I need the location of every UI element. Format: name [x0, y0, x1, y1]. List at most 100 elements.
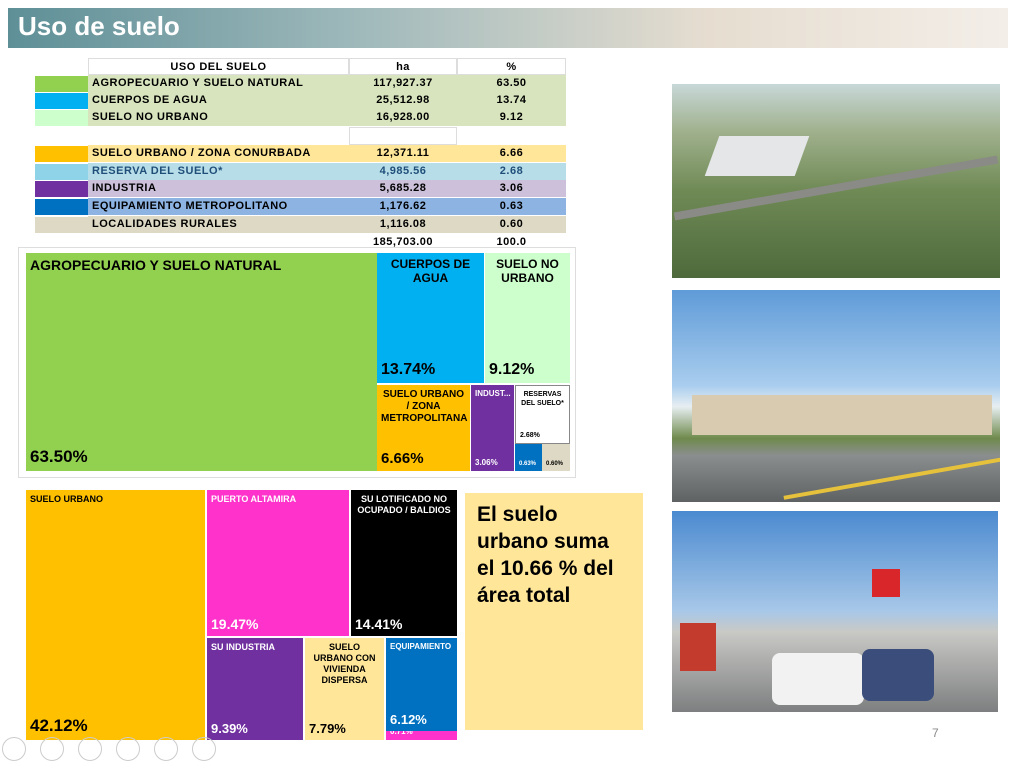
color-swatch — [35, 76, 88, 92]
row-value: 13.74 — [457, 92, 566, 110]
photo-detail — [862, 649, 934, 701]
cell-value: 0.63% — [519, 461, 537, 467]
row-value: 9.12 — [457, 109, 566, 127]
cell-value: 13.74% — [381, 361, 436, 378]
table-header: USO DEL SUELO — [88, 58, 349, 75]
photo-detail — [692, 395, 992, 435]
photo-detail — [704, 136, 810, 176]
treemap-cell: SUELO NO URBANO 9.12% — [485, 253, 570, 383]
row-value: 2.68 — [457, 163, 566, 181]
row-value: 1,176.62 — [349, 198, 457, 216]
color-swatch — [35, 164, 88, 180]
photo-avenue — [672, 511, 998, 712]
slide-title: Uso de suelo — [18, 11, 180, 41]
photo-detail — [680, 623, 716, 671]
treemap-cell: EQUIPAMIENTO 6.12% — [386, 638, 457, 731]
row-value: 16,928.00 — [349, 109, 457, 127]
treemap-cell: AGROPECUARIO Y SUELO NATURAL 63.50% — [26, 253, 377, 471]
table-header: % — [457, 58, 566, 75]
row-value: 25,512.98 — [349, 92, 457, 110]
cell-label: CUERPOS DE AGUA — [390, 257, 471, 285]
treemap-cell: SUELO URBANO / ZONA METROPOLITANA 6.66% — [377, 385, 470, 471]
cell-value: 7.79% — [309, 721, 346, 736]
more-button[interactable] — [192, 737, 216, 761]
row-value: 12,371.11 — [349, 145, 457, 163]
cell-label: INDUST... — [475, 389, 511, 398]
cell-label: PUERTO ALTAMIRA — [211, 494, 297, 504]
cell-label: SUELO URBANO — [30, 494, 104, 504]
cell-value: 9.39% — [211, 721, 248, 736]
treemap-cell: SUELO URBANO 42.12% — [26, 490, 205, 740]
cell-value: 6.12% — [390, 712, 427, 727]
cell-label: EQUIPAMIENTO — [390, 642, 452, 651]
cell-label: RESERVAS DEL SUELO* — [521, 391, 564, 407]
cell-value: 2.68% — [520, 432, 540, 439]
cell-label: SUELO URBANO / ZONA METROPOLITANA — [381, 389, 468, 424]
next-button[interactable] — [40, 737, 64, 761]
row-label: INDUSTRIA — [88, 180, 349, 198]
table-total: 185,703.00 — [372, 236, 434, 248]
row-value: 0.60 — [457, 216, 566, 234]
cell-value: 0.71% — [390, 731, 413, 736]
treemap-land-use: AGROPECUARIO Y SUELO NATURAL 63.50% CUERPO… — [18, 247, 576, 478]
cell-label: SUELO NO URBANO — [496, 257, 559, 285]
row-value: 6.66 — [457, 145, 566, 163]
cell-label: SU LOTIFICADO NO OCUPADO / BALDIOS — [357, 494, 451, 515]
row-value: 5,685.28 — [349, 180, 457, 198]
prev-button[interactable] — [2, 737, 26, 761]
zoom-button[interactable] — [154, 737, 178, 761]
color-swatch — [35, 181, 88, 197]
treemap-cell: 0.63% — [515, 444, 542, 471]
cell-value: 63.50% — [30, 447, 88, 466]
treemap-cell: CUERPOS DE AGUA 13.74% — [377, 253, 484, 383]
row-value: 1,116.08 — [349, 216, 457, 234]
row-label: RESERVA DEL SUELO* — [88, 163, 349, 181]
pen-button[interactable] — [78, 737, 102, 761]
photo-street — [672, 290, 1000, 502]
color-swatch — [35, 110, 88, 126]
cell-value: 3.06% — [475, 458, 498, 467]
cell-label: SUELO URBANO CON VIVIENDA DISPERSA — [313, 642, 376, 685]
cell-value: 9.12% — [489, 361, 535, 378]
row-label: AGROPECUARIO Y SUELO NATURAL — [88, 75, 349, 93]
page-number: 7 — [932, 726, 939, 740]
cell-label: AGROPECUARIO Y SUELO NATURAL — [30, 257, 282, 273]
cell-value: 19.47% — [211, 616, 259, 632]
color-swatch — [35, 199, 88, 215]
treemap-cell: SUELO URBANO CON VIVIENDA DISPERSA 7.79% — [305, 638, 384, 740]
cell-value: 6.66% — [381, 450, 424, 467]
photo-detail — [783, 454, 1000, 500]
row-label: SUELO NO URBANO — [88, 109, 349, 127]
photo-detail — [872, 569, 900, 597]
row-value: 3.06 — [457, 180, 566, 198]
color-swatch — [35, 146, 88, 162]
treemap-urban: SUELO URBANO 42.12% PUERTO ALTAMIRA 19.47% S… — [26, 490, 457, 740]
treemap-cell: 0.60% — [542, 444, 570, 471]
color-swatch — [35, 217, 88, 233]
row-label: LOCALIDADES RURALES — [88, 216, 349, 234]
row-value: 63.50 — [457, 75, 566, 93]
cell-value: 0.60% — [546, 461, 564, 467]
treemap-cell: PUERTO ALTAMIRA 19.47% — [207, 490, 349, 636]
cell-value: 14.41% — [355, 616, 403, 632]
row-value: 117,927.37 — [349, 75, 457, 93]
photo-aerial — [672, 84, 1000, 278]
cell-label: SU INDUSTRIA — [211, 642, 276, 652]
row-label: SUELO URBANO / ZONA CONURBADA — [88, 145, 349, 163]
land-use-table: USO DEL SUELO ha% AGROPECUARIO Y SUELO NAT… — [35, 58, 566, 250]
cell-value: 42.12% — [30, 716, 88, 735]
row-value: 4,985.56 — [349, 163, 457, 181]
blank-row — [349, 127, 457, 145]
treemap-cell: SU INDUSTRIA 9.39% — [207, 638, 303, 740]
treemap-cell: 0.71% — [386, 731, 457, 740]
treemap-cell: INDUST... 3.06% — [471, 385, 514, 471]
treemap-cell: SU LOTIFICADO NO OCUPADO / BALDIOS 14.41% — [351, 490, 457, 636]
table-total: 100.0 — [496, 236, 527, 248]
row-label: EQUIPAMIENTO METROPOLITANO — [88, 198, 349, 216]
row-value: 0.63 — [457, 198, 566, 216]
photo-detail — [772, 653, 864, 705]
callout: El suelo urbano suma el 10.66 % del área… — [465, 493, 643, 730]
slides-button[interactable] — [116, 737, 140, 761]
row-label: CUERPOS DE AGUA — [88, 92, 349, 110]
